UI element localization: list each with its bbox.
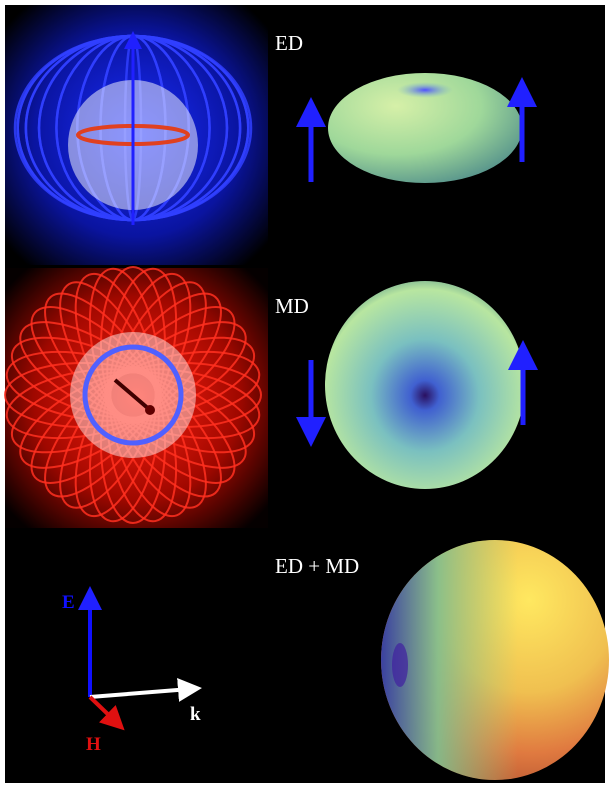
figure: ED MD ED + MD E k H	[0, 0, 610, 788]
arrow-head	[145, 405, 155, 415]
torus-hole	[397, 82, 453, 98]
panel-label: ED	[275, 31, 303, 55]
combined-shading	[381, 540, 609, 780]
md-pattern	[325, 281, 525, 489]
panel-label: ED + MD	[275, 554, 359, 578]
k-label: k	[190, 704, 201, 725]
pattern-dip	[392, 643, 408, 687]
e-label: E	[62, 592, 75, 613]
h-label: H	[86, 734, 101, 755]
page: {"panels": [{"label": "ED"}, {"label": "…	[0, 0, 610, 788]
panel-label: MD	[275, 294, 309, 318]
